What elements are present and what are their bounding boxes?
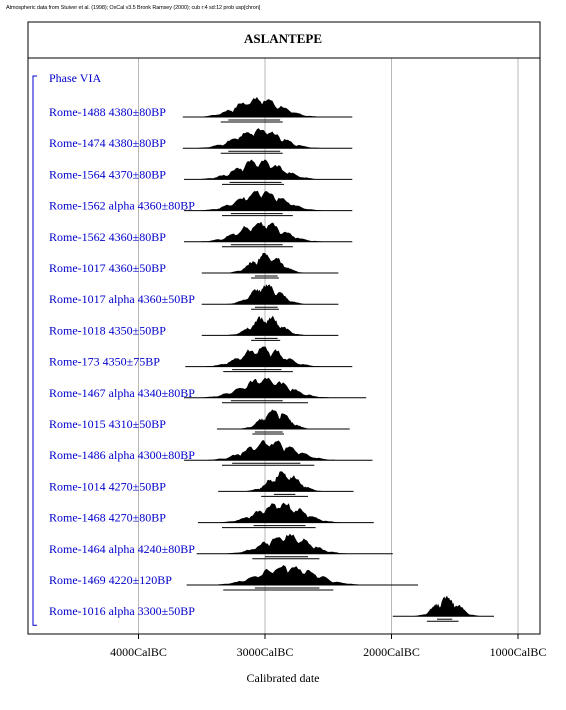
probability-distribution [226,533,347,554]
series-label: Rome-1488 4380±80BP [49,105,166,119]
series-row: Rome-1474 4380±80BP [49,128,353,154]
x-axis-label: Calibrated date [247,671,320,685]
series-label: Rome-1562 alpha 4360±80BP [49,199,195,213]
series-row: Rome-1488 4380±80BP [49,97,353,123]
phase-bracket [32,75,37,626]
series-label: Rome-1017 alpha 4360±50BP [49,292,195,306]
series-label: Rome-1464 alpha 4240±80BP [49,542,195,556]
series-row: Rome-1468 4270±80BP [49,502,374,529]
chart-title: ASLANTEPE [244,31,322,46]
plot-frame [27,21,541,635]
probability-distribution [199,159,321,180]
series-row: Rome-1015 4310±50BP [49,409,350,435]
series-row: Rome-1469 4220±120BP [49,565,419,591]
probability-distribution [415,596,479,617]
grid-lines [138,58,519,634]
series-label: Rome-1016 alpha 3300±50BP [49,604,195,618]
probability-distribution [201,190,322,211]
x-tick-label: 4000CalBC [110,645,167,659]
x-tick-label: 2000CalBC [363,645,420,659]
series-label: Rome-1469 4220±120BP [49,573,172,587]
series-row: Rome-1486 alpha 4300±80BP [49,440,373,466]
x-tick-label: 1000CalBC [490,645,547,659]
phase-label: Phase VIA [49,71,101,85]
series-label: Rome-1562 4360±80BP [49,230,166,244]
series-row: Rome-1016 alpha 3300±50BP [49,596,494,622]
series-label: Rome-1017 4360±50BP [49,261,166,275]
series-label: Rome-1015 4310±50BP [49,417,166,431]
series-row: Rome-1464 alpha 4240±80BP [49,533,393,560]
x-tick-label: 3000CalBC [237,645,294,659]
probability-distribution [198,97,319,117]
series-label: Rome-1468 4270±80BP [49,511,166,525]
series-row: Rome-1562 4360±80BP [49,221,353,248]
probability-distribution [198,128,319,149]
series-row: Rome-1564 4370±80BP [49,159,353,185]
probability-distribution [227,315,306,336]
series-label: Rome-1474 4380±80BP [49,136,166,150]
probability-distribution [201,221,322,242]
series-row: Rome-1014 4270±50BP [49,471,354,497]
probability-distribution [207,440,336,461]
series-rows: Rome-1488 4380±80BP Rome-1474 4380±80BP Ro… [49,97,494,622]
series-row: Rome-1017 4360±50BP [49,253,339,279]
series-label: Rome-173 4350±75BP [49,355,160,369]
phase-group: Phase VIA [32,71,101,626]
series-label: Rome-1467 alpha 4340±80BP [49,386,195,400]
series-row: Rome-1018 4350±50BP [49,315,339,341]
x-axis: 4000CalBC 3000CalBC 2000CalBC 1000CalBC [110,634,546,659]
header-note: Atmospheric data from Stuiver et al. (19… [6,5,261,11]
series-row: Rome-1467 alpha 4340±80BP [49,377,367,404]
probability-distribution [227,284,306,305]
series-row: Rome-1562 alpha 4360±80BP [49,190,353,217]
probability-distribution [201,377,329,398]
series-label: Rome-1564 4370±80BP [49,167,166,181]
probability-distribution [205,346,320,367]
series-row: Rome-1017 alpha 4360±50BP [49,284,339,310]
probability-distribution [220,502,341,523]
series-row: Rome-173 4350±75BP [49,346,353,373]
series-label: Rome-1018 4350±50BP [49,323,166,337]
probability-distribution [227,253,306,273]
probability-distribution [245,471,323,492]
series-label: Rome-1486 alpha 4300±80BP [49,448,195,462]
probability-distribution [239,409,311,429]
series-label: Rome-1014 4270±50BP [49,479,166,493]
probability-distribution [213,565,363,585]
